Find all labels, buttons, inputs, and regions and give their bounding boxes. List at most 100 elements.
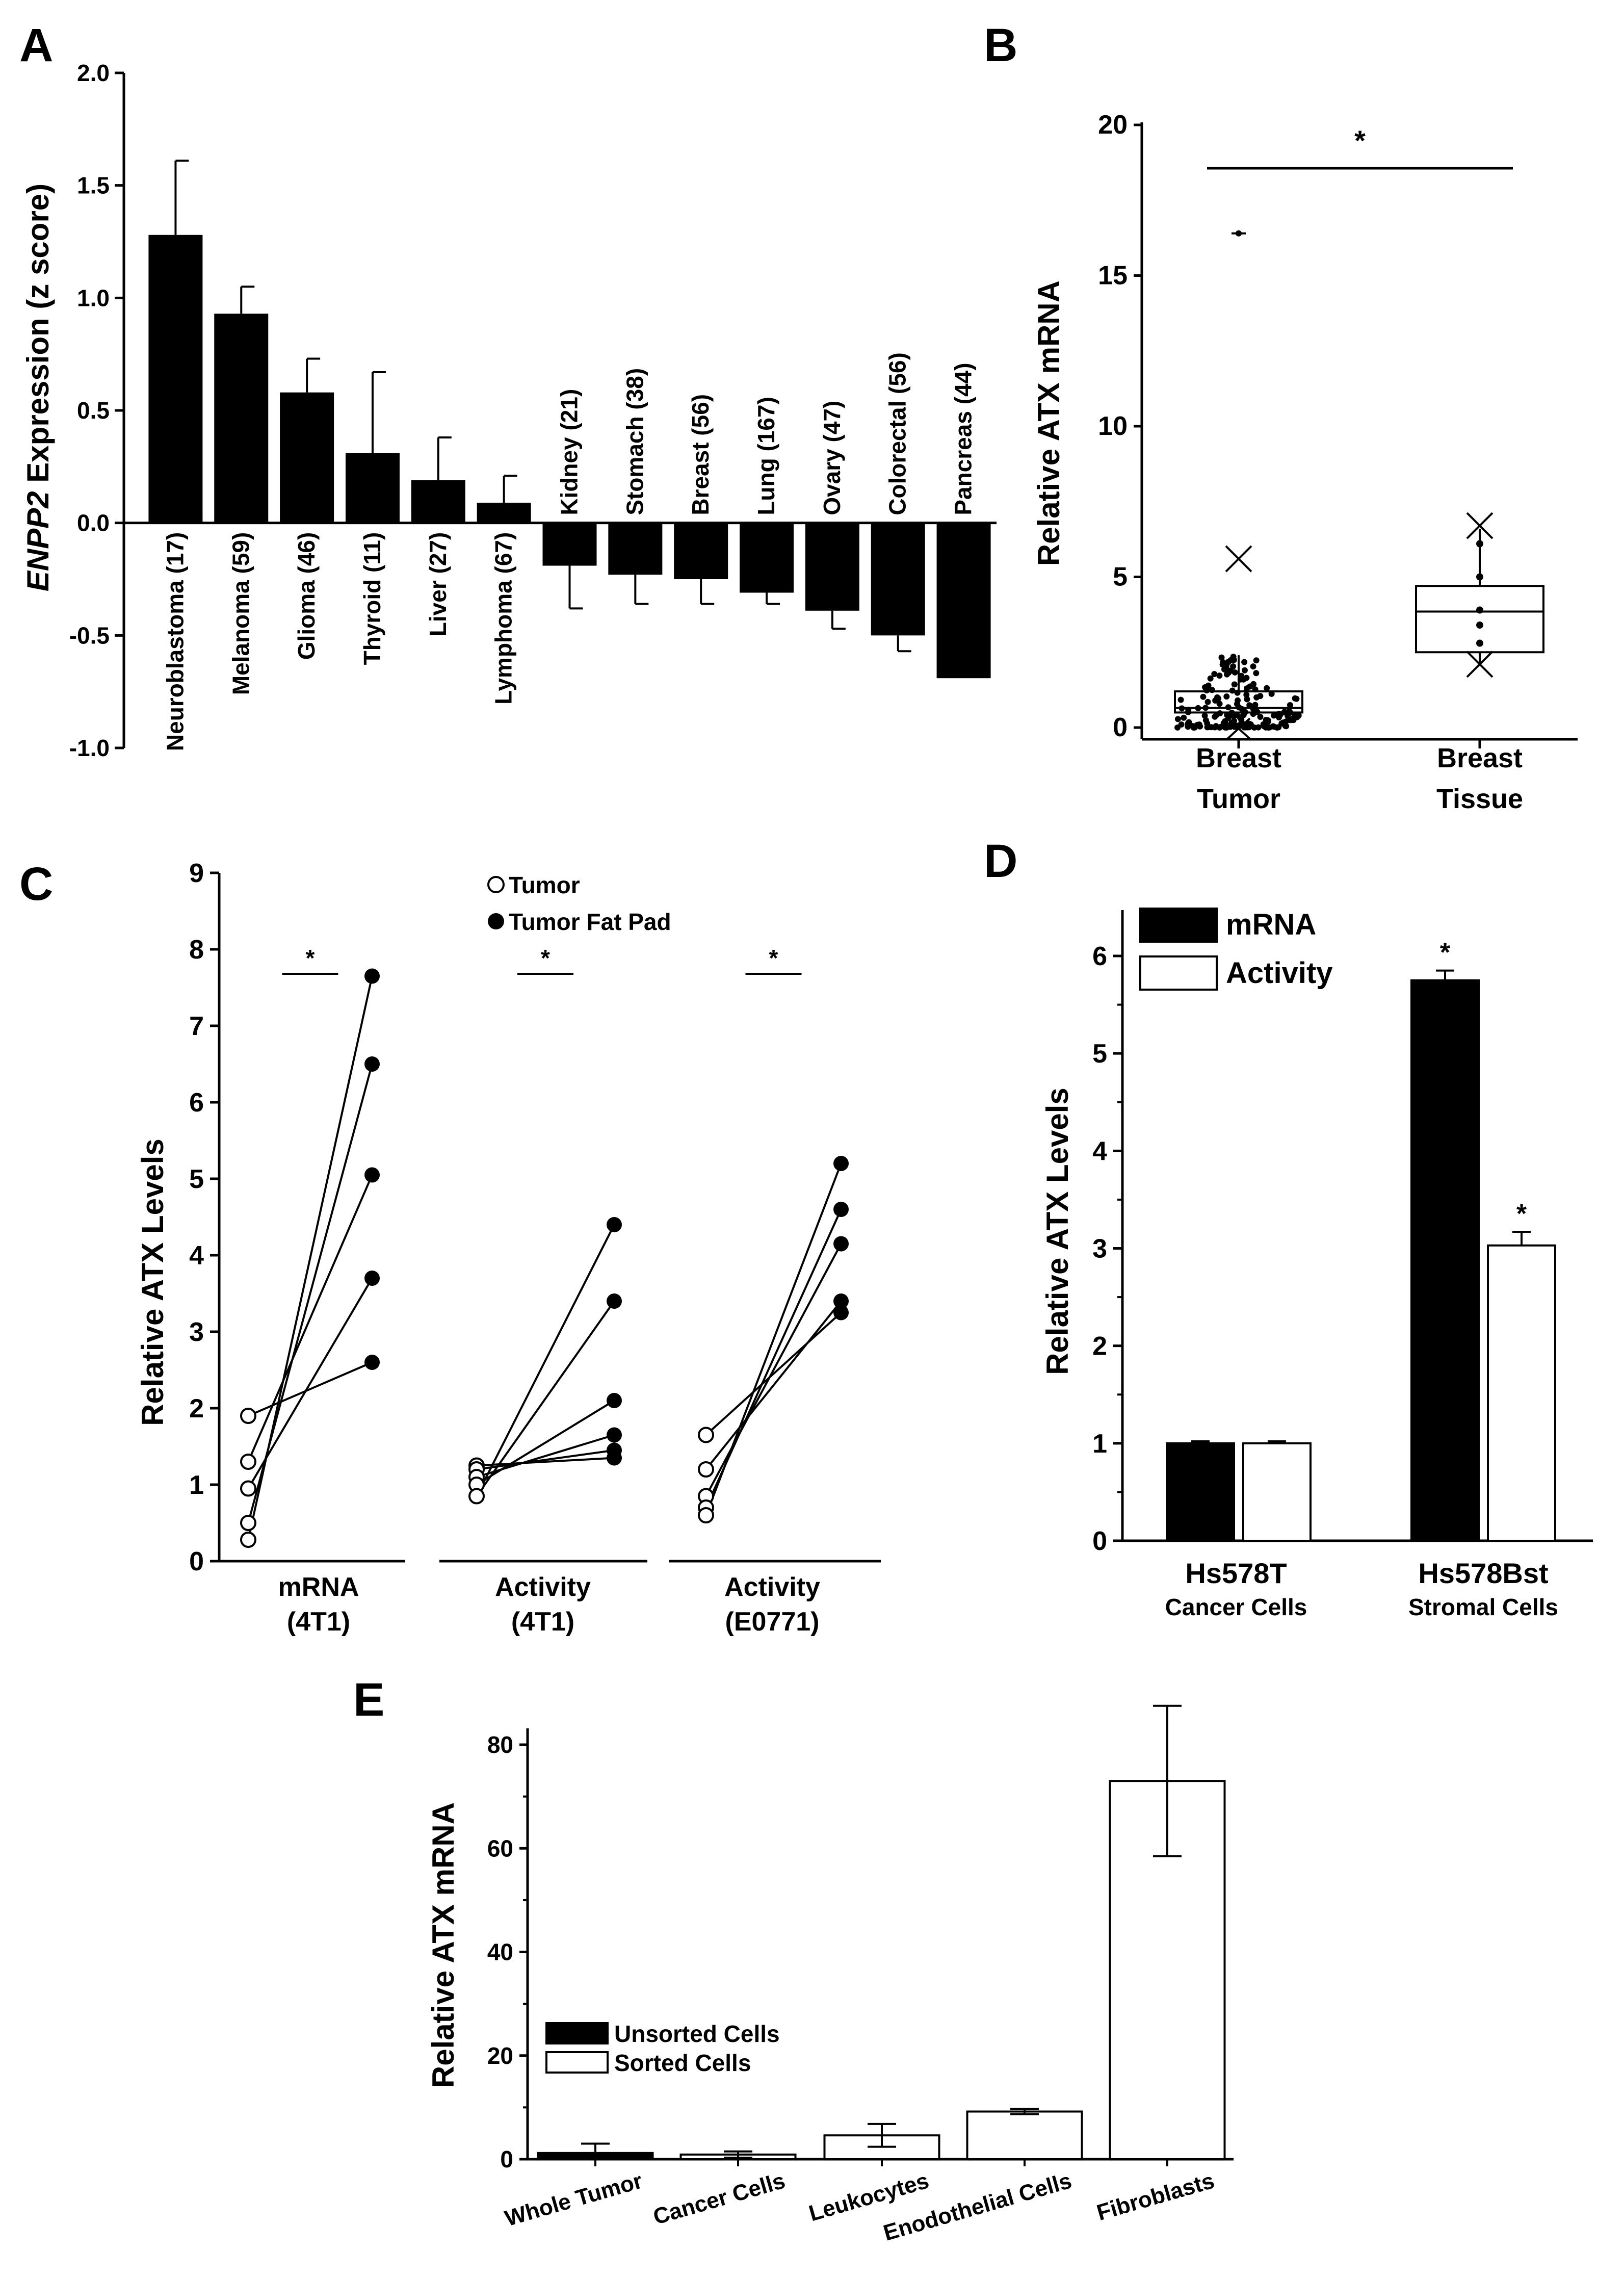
panel-b-tumor-point <box>1263 717 1269 723</box>
panel-a-y-tick-label: 0.5 <box>77 397 110 424</box>
panel-b-tumor-outlier-x <box>1225 545 1252 573</box>
panel-c-pair-line <box>476 1300 615 1497</box>
panel-c: C Relative ATX Levels 0 1 2 3 4 5 6 7 8 9 * mRNA (4… <box>19 858 881 1637</box>
panel-a-category-label: Melanoma (59) <box>227 532 254 695</box>
panel-b-tumor-point <box>1209 687 1215 693</box>
panel-b-tissue-outlier-x <box>1466 512 1494 539</box>
panel-b-category-2-line-1: Breast <box>1437 743 1523 773</box>
panel-b-tumor-point <box>1253 657 1260 664</box>
panel-c-y-tick-label: 8 <box>189 935 204 965</box>
panel-c-y-label: Relative ATX Levels <box>136 1138 170 1426</box>
panel-c-tumor-point <box>698 1427 714 1443</box>
panel-a-y-label: ENPP2 Expression (z score) <box>21 184 55 591</box>
panel-e-legend-sorted-label: Sorted Cells <box>614 2050 751 2076</box>
panel-c-pair-line <box>705 1300 842 1470</box>
panel-b-tumor-point <box>1287 717 1294 723</box>
panel-a-bars <box>148 160 991 679</box>
panel-c-legend-tumor-marker <box>487 876 505 893</box>
panel-b-tissue-point <box>1476 639 1483 647</box>
panel-e-category-label: Cancer Cells <box>650 2168 788 2230</box>
panel-d-legend-mrna-swatch <box>1139 908 1218 943</box>
panel-d-y-tick-label: 6 <box>1092 942 1107 971</box>
panel-d-axis: 0 1 2 3 4 5 6 <box>1092 910 1593 1556</box>
panel-c-group-label-line-1: Activity <box>724 1572 820 1602</box>
panel-a-bar <box>805 523 859 611</box>
panel-b-tissue-point <box>1476 606 1483 614</box>
panel-b-tumor-point <box>1191 724 1198 731</box>
panel-b-tumor-point <box>1277 711 1284 718</box>
panel-a-bar <box>345 453 400 523</box>
panel-b-tumor-point <box>1207 675 1214 682</box>
panel-b-tumor-point <box>1204 720 1211 727</box>
panel-a-category-label: Glioma (46) <box>293 532 320 660</box>
panel-d-legend-mrna-label: mRNA <box>1226 908 1316 941</box>
panel-a-category-label: Breast (56) <box>687 394 714 515</box>
panel-b-y-tick-label: 20 <box>1098 110 1128 140</box>
panel-c-pair-line <box>247 976 373 1540</box>
panel-b-tissue-point <box>1476 540 1483 548</box>
panel-a-bar <box>148 235 203 523</box>
panel-b-tumor-point <box>1216 701 1223 707</box>
panel-letter-b: B <box>984 19 1017 71</box>
panel-c-group-label-line-1: Activity <box>495 1572 591 1602</box>
panel-b-tumor-point <box>1239 706 1245 712</box>
panel-c-y-tick-label: 9 <box>189 859 204 888</box>
panel-c-significance-star: * <box>541 945 550 971</box>
panel-a-category-label: Thyroid (11) <box>359 532 385 665</box>
panel-b-tumor-point <box>1234 689 1241 696</box>
panel-c-fatpad-point <box>364 1271 380 1286</box>
panel-e-y-tick-label: 20 <box>487 2042 513 2069</box>
panel-b-tumor-point <box>1174 716 1181 722</box>
panel-e-category-labels: Whole Tumor Cancer Cells LeukocytesEnodoth… <box>502 2168 1217 2246</box>
panel-b-tumor-point <box>1257 714 1264 720</box>
panel-d-category-1-line-1: Hs578T <box>1185 1557 1287 1589</box>
panel-c-group-label-line-1: mRNA <box>278 1572 359 1602</box>
panel-d-bar-mrna <box>1410 979 1480 1542</box>
panel-b-tumor-point <box>1224 712 1230 718</box>
panel-c-pair-line <box>476 1449 615 1470</box>
panel-b-tumor-point <box>1243 685 1250 692</box>
panel-c-pair-line <box>476 1224 615 1497</box>
panel-b-tumor-point <box>1243 691 1250 698</box>
panel-d-y-tick-label: 4 <box>1092 1136 1107 1166</box>
panel-b-tissue-point <box>1476 622 1483 629</box>
panel-b-tumor-point <box>1225 704 1232 711</box>
panel-c-tumor-point <box>240 1408 256 1424</box>
panel-b-tumor-point <box>1255 724 1262 731</box>
panel-c-pair-line <box>247 1174 373 1462</box>
panel-e-axis: 0 20 40 60 80 <box>487 1728 1234 2172</box>
panel-c-fatpad-point <box>607 1427 622 1443</box>
panel-a-bar <box>542 523 597 566</box>
panel-b-tumor-point <box>1294 714 1300 720</box>
panel-a-bar <box>477 502 531 523</box>
panel-a-y-label-rest: Expression (z score) <box>21 184 55 491</box>
panel-c-legend-fatpad-label: Tumor Fat Pad <box>509 909 671 935</box>
panel-c-plot: * mRNA (4T1) * Activity (4T1) * Activity (E0771) <box>240 945 849 1637</box>
panel-d-category-1-line-2: Cancer Cells <box>1165 1594 1307 1620</box>
panel-e-y-tick-label: 60 <box>487 1835 513 1861</box>
panel-b-tumor-point <box>1212 697 1219 704</box>
panel-e-bar <box>966 2110 1083 2160</box>
panel-a-y-tick-label: 2.0 <box>77 60 110 86</box>
panel-c-fatpad-point <box>607 1217 622 1232</box>
panel-c-tumor-point <box>698 1461 714 1478</box>
panel-a-bar <box>936 523 991 679</box>
panel-e-y-label: Relative ATX mRNA <box>426 1802 460 2088</box>
panel-e-category-label: Fibroblasts <box>1094 2168 1217 2225</box>
panel-c-significance-star: * <box>769 945 778 971</box>
panel-c-pair-line <box>248 1361 373 1417</box>
panel-b-tumor-point <box>1264 685 1270 691</box>
panel-b-tumor-point <box>1292 695 1298 702</box>
panel-e-legend-sorted-swatch <box>545 2051 609 2074</box>
panel-e-legend-unsorted-swatch <box>545 2022 609 2044</box>
panel-b-tumor-point <box>1237 676 1244 683</box>
panel-b-tumor-point <box>1270 712 1277 719</box>
panel-a-y-label-gene: ENPP2 <box>21 491 55 591</box>
panel-e-category-label: Whole Tumor <box>502 2168 645 2232</box>
panel-c-pair-line <box>247 1277 373 1489</box>
panel-b-tumor-point <box>1223 666 1230 672</box>
panel-b-y-label: Relative ATX mRNA <box>1032 280 1066 566</box>
panel-e-y-tick-label: 0 <box>500 2146 513 2172</box>
panel-a-bar <box>280 392 334 523</box>
